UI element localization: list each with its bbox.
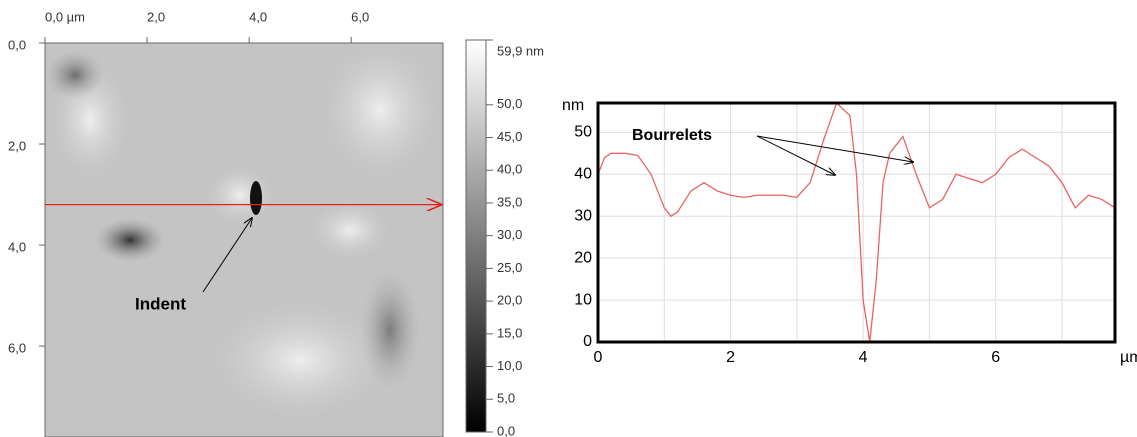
annotation-arrow	[756, 135, 913, 162]
colorbar-tick-label: 10,0	[497, 358, 522, 373]
x-tick-label: 2,0	[147, 9, 165, 24]
x-tick-label: 2	[726, 349, 735, 366]
annotation: Bourrelets	[632, 127, 712, 144]
colorbar-tick-label: 50,0	[497, 96, 522, 111]
annotation-arrow	[756, 135, 835, 175]
y-tick-label: 40	[574, 165, 592, 182]
colorbar-tick-label: 0,0	[497, 423, 515, 437]
profile-chart: 0 2 4 6 0 10 20 30 40 50 µm nm Bourrelets	[562, 97, 1137, 366]
y-tick-label: 20	[574, 249, 592, 266]
y-tick-label: 2,0	[8, 138, 26, 153]
x-tick-label: 6,0	[351, 9, 369, 24]
colorbar-tick-label: 40,0	[497, 162, 522, 177]
colorbar	[465, 39, 487, 433]
x-tick-label: 0,0 µm	[45, 9, 85, 24]
y-tick-label: 50	[574, 124, 592, 141]
colorbar-tick-label: 30,0	[497, 227, 522, 242]
y-tick-label: 10	[574, 291, 592, 308]
image-frame	[44, 42, 444, 437]
y-axis-label: nm	[562, 97, 584, 114]
profile-line	[597, 101, 1116, 343]
colorbar-tick-label: 20,0	[497, 293, 522, 308]
x-tick-label: 4	[859, 349, 868, 366]
colorbar-tick-label: 59,9 nm	[497, 43, 544, 58]
x-tick-label: 6	[991, 349, 1000, 366]
annotation-arrow	[202, 218, 252, 293]
x-tick-label: 0	[594, 349, 603, 366]
y-tick-label: 4,0	[8, 239, 26, 254]
colorbar-tick-label: 15,0	[497, 325, 522, 340]
plot-area	[598, 103, 1115, 342]
colorbar-tick-label: 35,0	[497, 194, 522, 209]
colorbar-tick-label: 45,0	[497, 129, 522, 144]
plot-frame	[596, 101, 1117, 344]
colorbar-tick-label: 5,0	[497, 391, 515, 406]
annotation: Indent	[135, 294, 186, 313]
y-tick-label: 0	[583, 333, 592, 350]
afm-image	[45, 43, 443, 437]
y-tick-label: 0,0	[8, 37, 26, 52]
colorbar-tick-label: 25,0	[497, 260, 522, 275]
x-tick-label: 4,0	[249, 9, 267, 24]
y-tick-label: 30	[574, 207, 592, 224]
y-tick-label: 6,0	[8, 341, 26, 356]
x-axis-label: µm	[1120, 349, 1137, 366]
